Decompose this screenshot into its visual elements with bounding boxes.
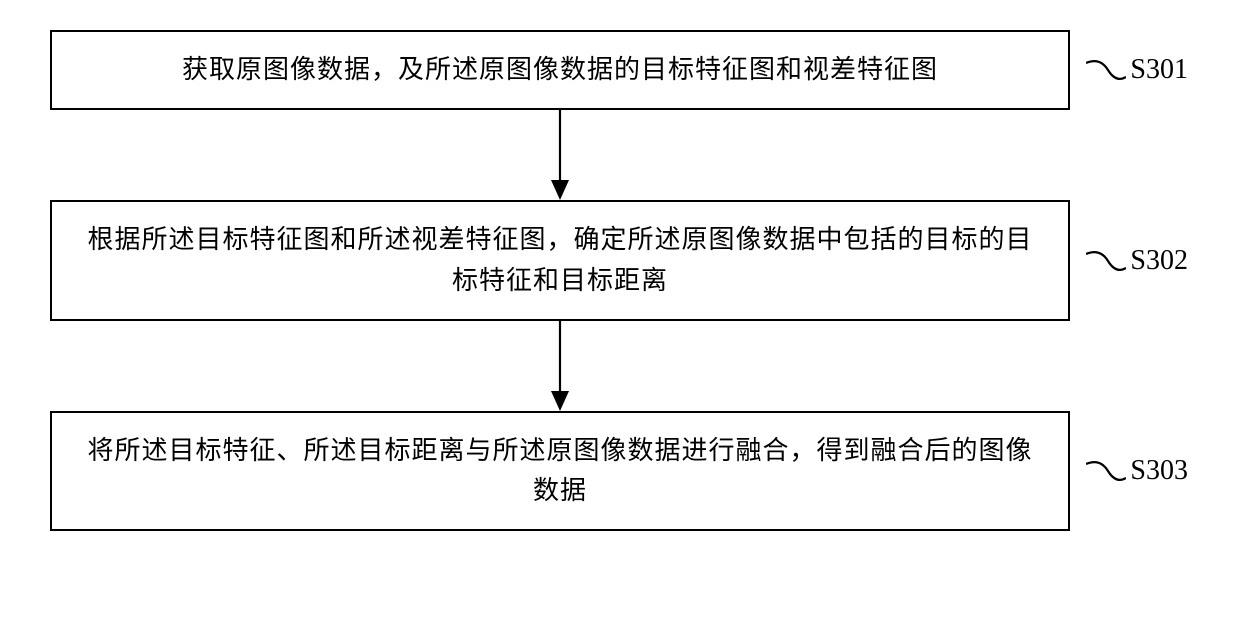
flowchart-step: 获取原图像数据，及所述原图像数据的目标特征图和视差特征图 S301 bbox=[50, 30, 1070, 110]
step-text: 获取原图像数据，及所述原图像数据的目标特征图和视差特征图 bbox=[182, 50, 938, 90]
arrow-connector bbox=[50, 110, 1070, 200]
step-id: S301 bbox=[1130, 54, 1188, 86]
step-label-container: S303 bbox=[1086, 455, 1188, 487]
flowchart-step: 根据所述目标特征图和所述视差特征图，确定所述原图像数据中包括的目标的目标特征和目… bbox=[50, 200, 1070, 321]
flowchart-step: 将所述目标特征、所述目标距离与所述原图像数据进行融合，得到融合后的图像数据 S3… bbox=[50, 411, 1070, 532]
step-label-container: S301 bbox=[1086, 54, 1188, 86]
step-id: S303 bbox=[1130, 455, 1188, 487]
arrow-connector bbox=[50, 321, 1070, 411]
label-connector-curve bbox=[1086, 456, 1126, 486]
flowchart-container: 获取原图像数据，及所述原图像数据的目标特征图和视差特征图 S301 根据所述目标… bbox=[50, 30, 1190, 531]
label-connector-curve bbox=[1086, 246, 1126, 276]
step-text: 根据所述目标特征图和所述视差特征图，确定所述原图像数据中包括的目标的目标特征和目… bbox=[82, 220, 1038, 301]
down-arrow-icon bbox=[540, 321, 580, 411]
step-label-container: S302 bbox=[1086, 245, 1188, 277]
step-text: 将所述目标特征、所述目标距离与所述原图像数据进行融合，得到融合后的图像数据 bbox=[82, 431, 1038, 512]
step-id: S302 bbox=[1130, 245, 1188, 277]
down-arrow-icon bbox=[540, 110, 580, 200]
label-connector-curve bbox=[1086, 55, 1126, 85]
